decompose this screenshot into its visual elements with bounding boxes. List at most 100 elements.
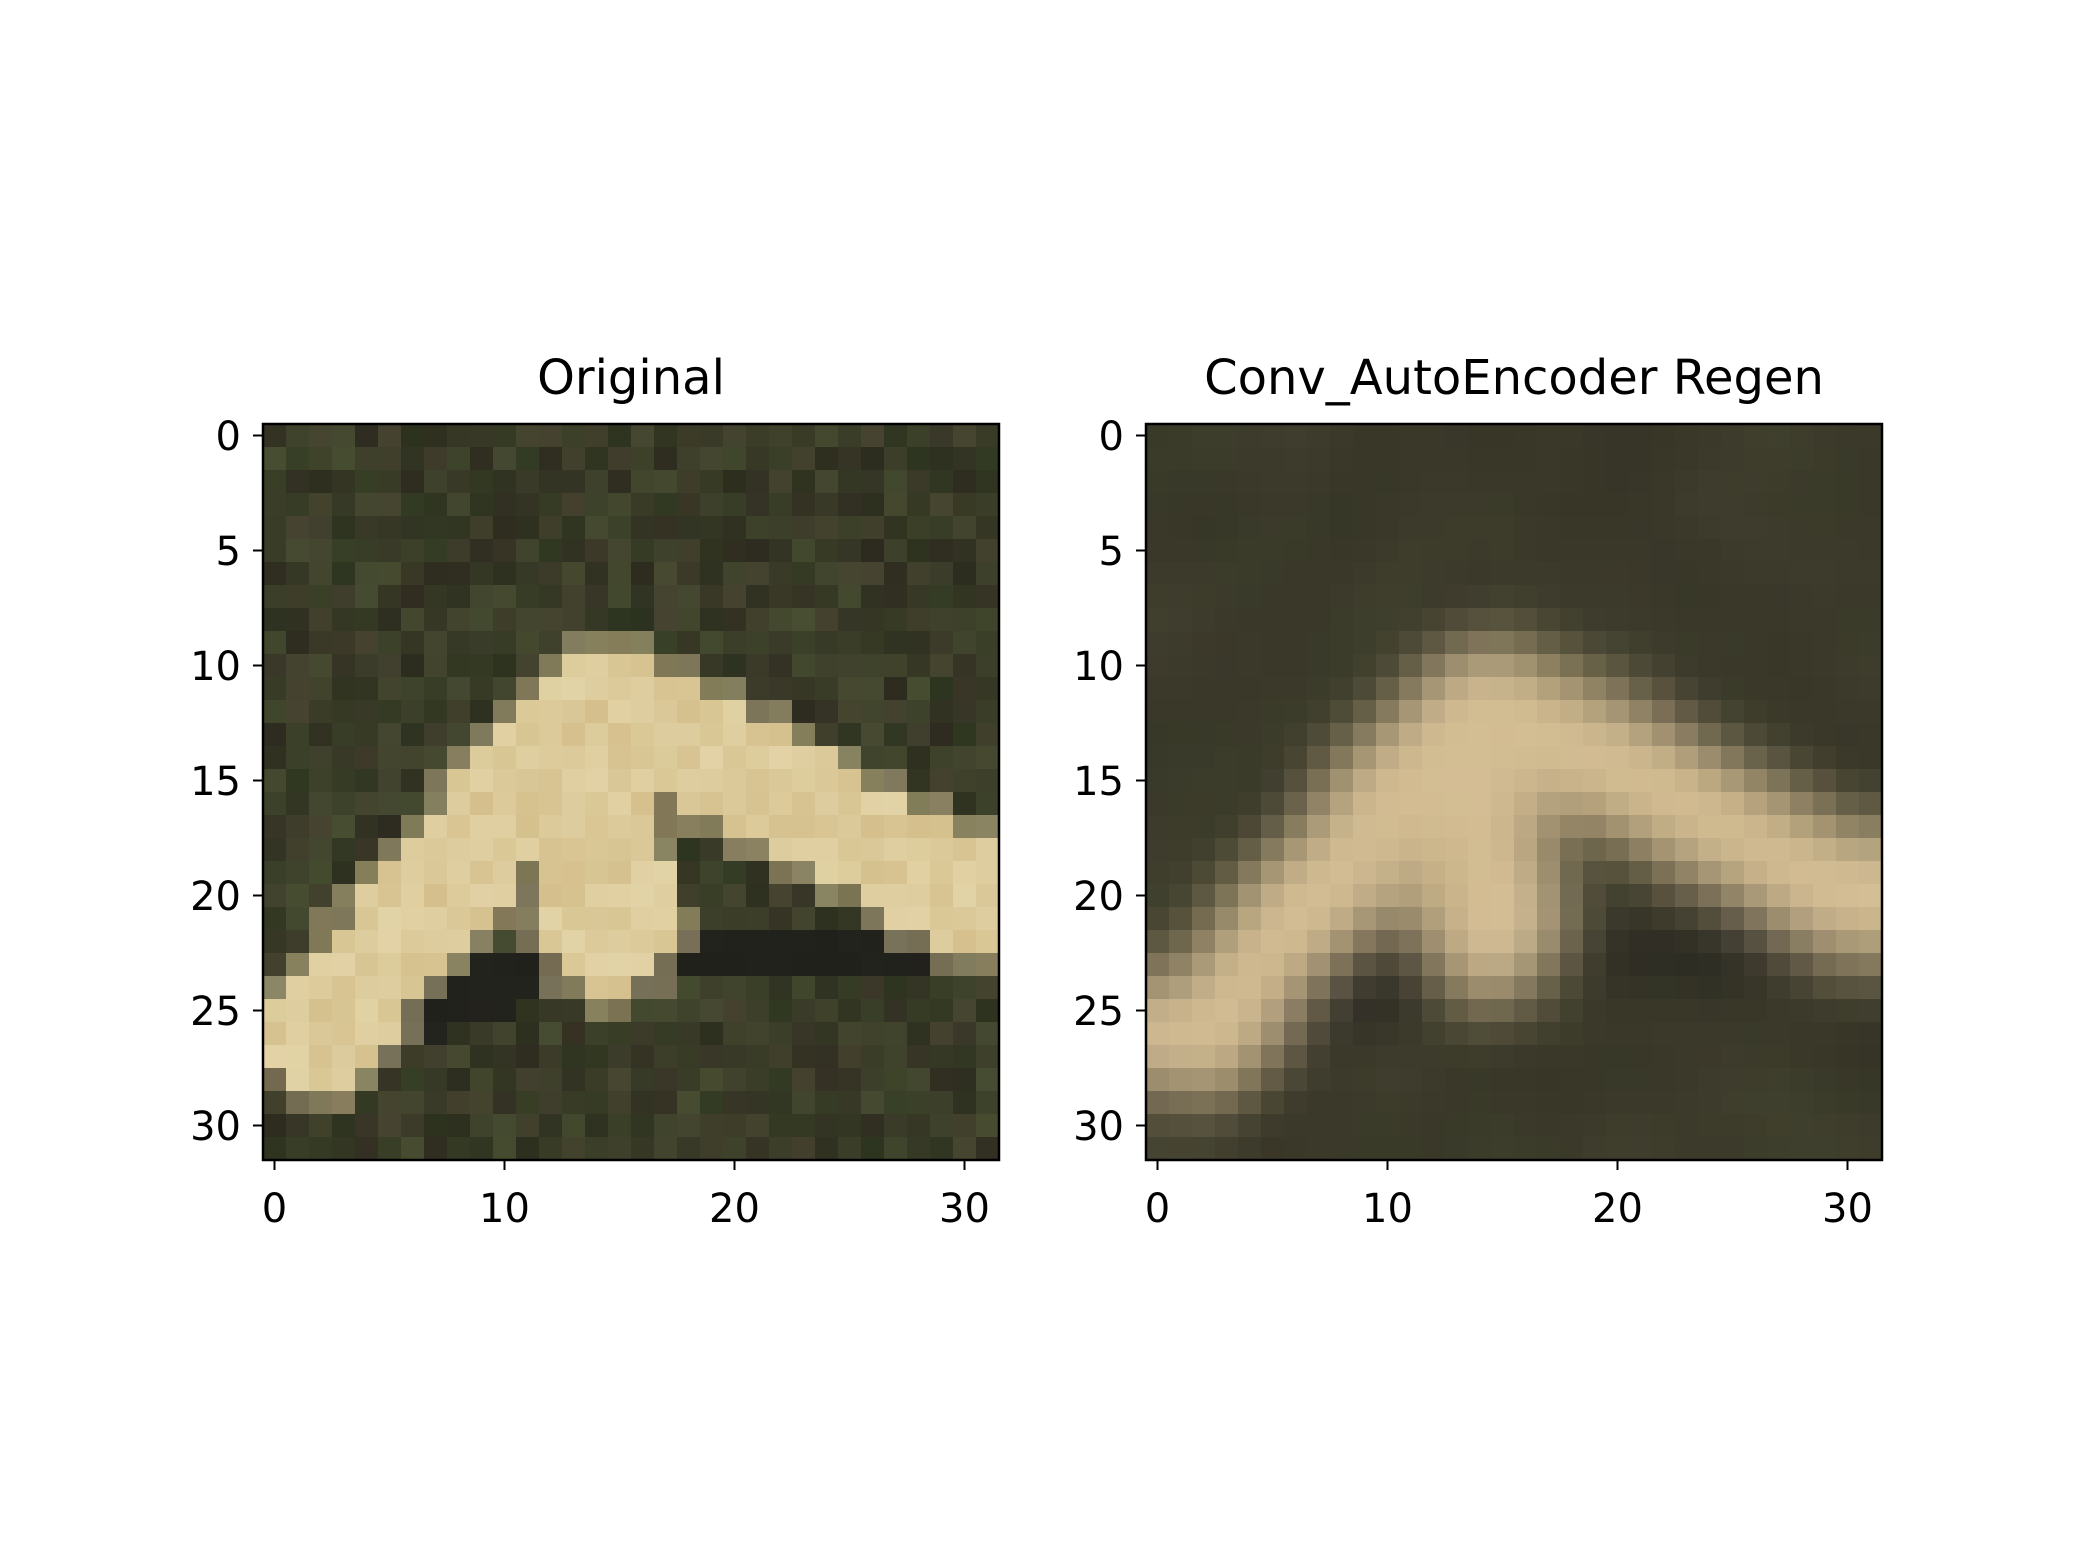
- image-pixel: [1767, 562, 1791, 586]
- image-pixel: [1790, 470, 1814, 494]
- image-pixel: [1629, 1022, 1653, 1046]
- image-pixel: [1629, 700, 1653, 724]
- image-pixel: [378, 746, 402, 770]
- image-pixel: [1330, 493, 1354, 517]
- image-pixel: [493, 815, 517, 839]
- image-pixel: [930, 516, 954, 540]
- image-pixel: [562, 746, 586, 770]
- image-pixel: [493, 769, 517, 793]
- image-pixel: [1813, 769, 1837, 793]
- image-pixel: [1307, 1091, 1331, 1115]
- image-pixel: [1629, 861, 1653, 885]
- image-pixel: [263, 562, 287, 586]
- image-pixel: [1583, 654, 1607, 678]
- image-pixel: [493, 677, 517, 701]
- image-pixel: [539, 884, 563, 908]
- image-pixel: [332, 562, 356, 586]
- image-pixel: [1652, 907, 1676, 931]
- image-pixel: [378, 1068, 402, 1092]
- image-pixel: [309, 838, 333, 862]
- image-pixel: [723, 1114, 747, 1138]
- image-pixel: [1215, 838, 1239, 862]
- image-pixel: [815, 792, 839, 816]
- image-pixel: [516, 976, 540, 1000]
- image-pixel: [1146, 470, 1170, 494]
- image-pixel: [1813, 976, 1837, 1000]
- image-pixel: [562, 861, 586, 885]
- image-pixel: [470, 884, 494, 908]
- image-pixel: [1353, 1091, 1377, 1115]
- image-pixel: [1514, 792, 1538, 816]
- image-pixel: [792, 815, 816, 839]
- image-pixel: [1422, 838, 1446, 862]
- image-pixel: [1422, 884, 1446, 908]
- image-pixel: [1537, 976, 1561, 1000]
- image-pixel: [355, 424, 379, 448]
- image-pixel: [1284, 769, 1308, 793]
- image-pixel: [976, 884, 1000, 908]
- image-pixel: [1675, 631, 1699, 655]
- image-pixel: [1445, 585, 1469, 609]
- image-pixel: [1721, 562, 1745, 586]
- image-pixel: [815, 953, 839, 977]
- image-pixel: [723, 953, 747, 977]
- image-pixel: [1744, 999, 1768, 1023]
- image-pixel: [1629, 631, 1653, 655]
- x-tick-label: 10: [479, 1186, 530, 1232]
- image-pixel: [861, 999, 885, 1023]
- image-pixel: [907, 861, 931, 885]
- image-pixel: [1353, 976, 1377, 1000]
- image-pixel: [1353, 723, 1377, 747]
- image-pixel: [1698, 1022, 1722, 1046]
- image-pixel: [1238, 700, 1262, 724]
- image-pixel: [1330, 792, 1354, 816]
- image-pixel: [838, 424, 862, 448]
- image-pixel: [1468, 562, 1492, 586]
- image-pixel: [1744, 470, 1768, 494]
- image-pixel: [1698, 746, 1722, 770]
- image-pixel: [1261, 1022, 1285, 1046]
- image-pixel: [953, 424, 977, 448]
- image-pixel: [1606, 838, 1630, 862]
- image-pixel: [1560, 861, 1584, 885]
- image-pixel: [355, 1114, 379, 1138]
- image-pixel: [585, 447, 609, 471]
- image-pixel: [1330, 516, 1354, 540]
- image-pixel: [1790, 493, 1814, 517]
- image-pixel: [1468, 999, 1492, 1023]
- image-pixel: [815, 516, 839, 540]
- image-pixel: [1491, 815, 1515, 839]
- image-pixel: [1192, 953, 1216, 977]
- image-pixel: [1399, 493, 1423, 517]
- image-pixel: [1491, 792, 1515, 816]
- image-pixel: [654, 470, 678, 494]
- image-pixel: [677, 562, 701, 586]
- image-pixel: [884, 746, 908, 770]
- image-pixel: [1491, 562, 1515, 586]
- image-pixel: [1675, 907, 1699, 931]
- image-pixel: [1813, 1045, 1837, 1069]
- image-pixel: [608, 539, 632, 563]
- image-pixel: [815, 493, 839, 517]
- image-pixel: [677, 1091, 701, 1115]
- image-pixel: [1376, 953, 1400, 977]
- image-pixel: [447, 792, 471, 816]
- image-pixel: [493, 1091, 517, 1115]
- image-pixel: [1468, 792, 1492, 816]
- image-pixel: [1537, 585, 1561, 609]
- image-pixel: [861, 470, 885, 494]
- image-pixel: [1146, 562, 1170, 586]
- image-pixel: [1537, 539, 1561, 563]
- image-pixel: [861, 792, 885, 816]
- image-pixel: [608, 1091, 632, 1115]
- image-pixel: [1215, 792, 1239, 816]
- image-pixel: [907, 792, 931, 816]
- image-pixel: [1146, 930, 1170, 954]
- image-pixel: [746, 516, 770, 540]
- image-pixel: [470, 838, 494, 862]
- image-pixel: [930, 769, 954, 793]
- image-pixel: [1468, 838, 1492, 862]
- image-pixel: [769, 585, 793, 609]
- image-pixel: [1675, 1022, 1699, 1046]
- image-pixel: [1491, 539, 1515, 563]
